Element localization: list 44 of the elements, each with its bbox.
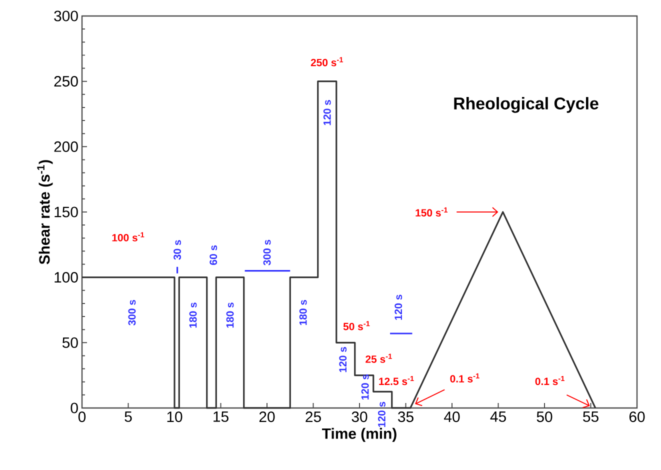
annotation: 120 s: [394, 294, 402, 320]
annotation: 120 s: [323, 100, 331, 126]
x-axis-title: Time (min): [322, 428, 396, 442]
y-tick-label: 0: [70, 402, 78, 414]
y-axis-title: Shear rate (s$^{-1}$): [37, 160, 53, 264]
annotation: 180 s: [226, 302, 234, 328]
x-tick-label: 0: [78, 412, 86, 422]
x-tick-label: 45: [490, 412, 506, 422]
x-tick-label: 55: [583, 412, 598, 422]
x-tick-label: 25: [306, 412, 321, 422]
annotation: 30 s: [174, 240, 181, 260]
annotation: 100 s$^{-1}$: [112, 232, 144, 242]
annotation: 50 s$^{-1}$: [343, 321, 370, 330]
annotation: 150 s$^{-1}$: [416, 207, 448, 217]
annotation: 0.1 s$^{-1}$: [535, 376, 564, 386]
y-tick-label: 150: [54, 206, 78, 218]
annotation: 120 s: [339, 346, 347, 372]
x-tick-label: 15: [214, 412, 228, 422]
x-tick-label: 40: [444, 412, 460, 422]
annotation: 300 s: [128, 300, 136, 326]
annotation: 0.1 s$^{-1}$: [450, 373, 480, 382]
annotation: 25 s$^{-1}$: [366, 354, 392, 363]
x-tick-label: 30: [352, 412, 368, 422]
x-tick-label: 10: [167, 412, 182, 422]
annotation: 180 s: [189, 302, 197, 328]
x-tick-label: 5: [124, 412, 132, 422]
annotation: 300 s: [263, 240, 271, 266]
annotation: 12.5 s$^{-1}$: [379, 376, 414, 386]
y-tick-label: 300: [54, 10, 78, 22]
y-tick-label: 200: [54, 141, 78, 152]
x-tick-label: 20: [259, 412, 275, 422]
annotation: 120 s: [361, 374, 369, 400]
annotation: 120 s: [378, 402, 386, 427]
annotation: 60 s: [210, 245, 218, 265]
y-tick-label: 50: [62, 337, 78, 348]
y-tick-label: 250: [54, 76, 78, 87]
x-tick-label: 35: [398, 412, 414, 422]
line-series: [81, 80, 596, 409]
annotation: 250 s$^{-1}$: [310, 57, 344, 66]
text: Rheological Cycle: [454, 97, 598, 113]
y-tick-label: 100: [54, 272, 78, 283]
x-tick-label: 60: [629, 412, 645, 422]
annotation: 180 s: [299, 300, 307, 326]
x-tick-label: 50: [536, 412, 552, 422]
